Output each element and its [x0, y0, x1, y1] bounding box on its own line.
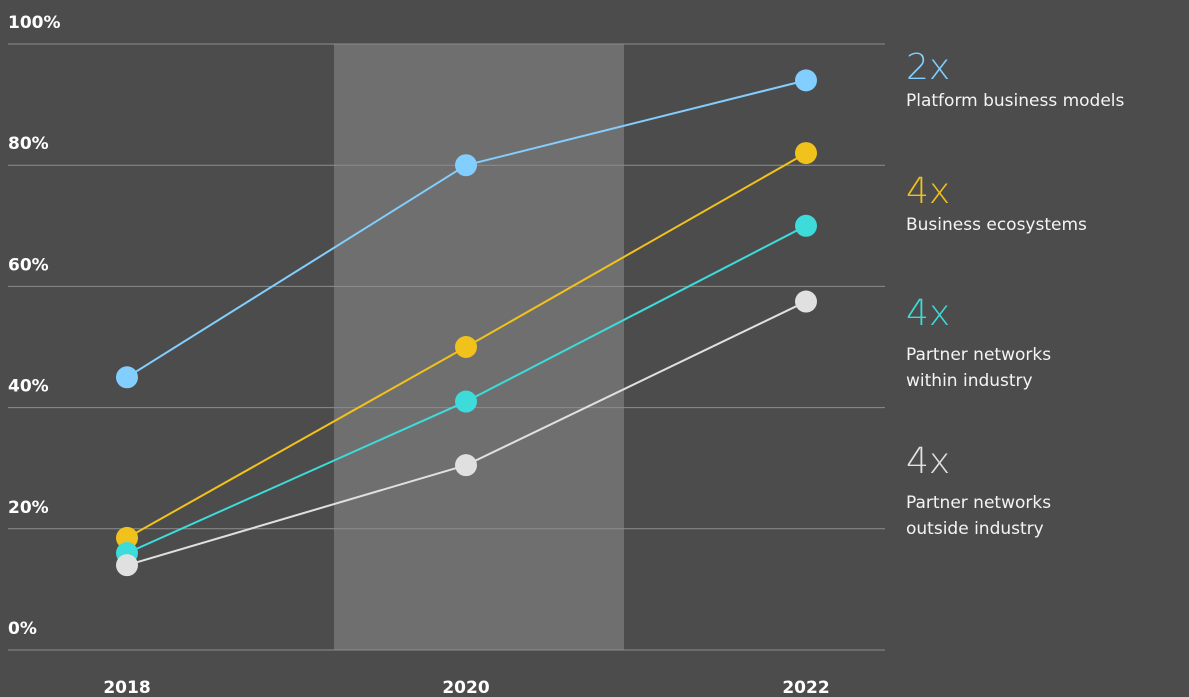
- legend-entry: 4x Partner networks outside industry: [906, 442, 1189, 542]
- point: [116, 526, 138, 549]
- point: [455, 336, 477, 358]
- y-tick-label: 40%: [8, 377, 49, 397]
- x-tick-label: 2018: [103, 678, 150, 697]
- y-tick-label: 60%: [8, 255, 49, 275]
- legend-multiplier: 4x: [906, 293, 951, 334]
- legend-label: Business ecosystems: [906, 215, 1087, 235]
- point: [455, 154, 477, 177]
- legend-label: Partner networks outside industry: [906, 493, 1052, 539]
- legend-label: Platform business models: [906, 91, 1125, 111]
- legend-entry: 4x Partner networks within industry: [906, 294, 1189, 394]
- y-tick-label: 20%: [8, 498, 49, 518]
- point: [795, 69, 817, 92]
- legend-entry: 4x Business ecosystems: [906, 172, 1189, 238]
- point: [455, 454, 477, 477]
- legend-multiplier: 2x: [906, 47, 951, 88]
- y-tick-label: 0%: [8, 619, 37, 639]
- y-tick-label: 100%: [8, 13, 61, 33]
- legend-label: Partner networks within industry: [906, 345, 1052, 391]
- point: [795, 290, 817, 313]
- x-tick-label: 2022: [782, 678, 829, 697]
- point: [116, 554, 138, 577]
- legend-entry: 2x Platform business models: [906, 48, 1189, 114]
- point: [795, 214, 817, 237]
- x-tick-label: 2020: [442, 678, 489, 697]
- y-tick-label: 80%: [8, 134, 49, 154]
- point: [116, 366, 138, 389]
- highlight-band: [334, 44, 624, 650]
- legend-multiplier: 4x: [906, 171, 951, 212]
- point: [795, 142, 817, 165]
- legend-multiplier: 4x: [906, 441, 951, 482]
- point: [455, 390, 477, 413]
